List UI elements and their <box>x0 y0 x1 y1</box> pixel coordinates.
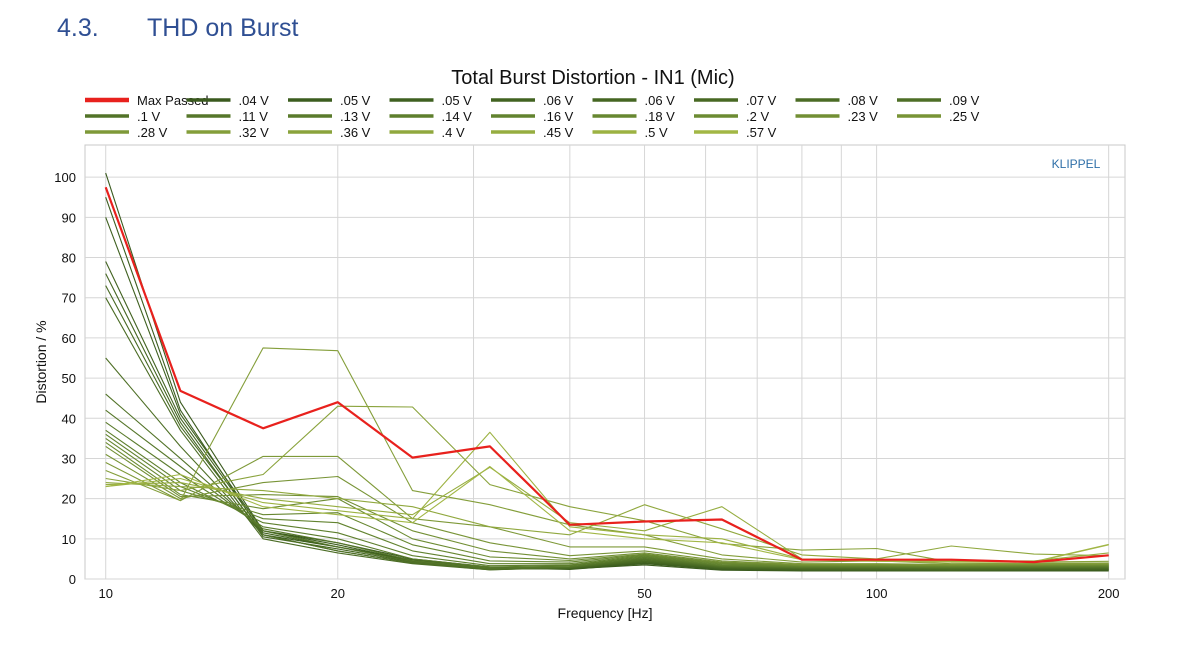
legend-label: .06 V <box>543 93 574 108</box>
legend-label: .14 V <box>442 109 473 124</box>
legend-label: .1 V <box>137 109 160 124</box>
chart-title: Total Burst Distortion - IN1 (Mic) <box>451 67 734 89</box>
grid-lines <box>85 145 1125 580</box>
legend-label: .18 V <box>645 109 676 124</box>
legend-label: .32 V <box>239 125 270 140</box>
legend-label: .16 V <box>543 109 574 124</box>
legend-label: .2 V <box>746 109 769 124</box>
y-tick-label: 90 <box>62 210 76 225</box>
x-tick-label: 50 <box>637 586 651 601</box>
section-title: THD on Burst <box>147 14 299 42</box>
legend-label: .05 V <box>340 93 371 108</box>
data-series <box>104 172 1109 572</box>
y-tick-label: 100 <box>54 170 76 185</box>
chart-legend: Max Passed .04 V .05 V .05 V .06 V .06 V .07 V… <box>85 93 980 140</box>
x-axis-label: Frequency [Hz] <box>558 605 653 621</box>
plot-area <box>84 144 1126 580</box>
y-tick-label: 20 <box>62 492 76 507</box>
series-line <box>105 197 1109 572</box>
series-line <box>105 453 1109 566</box>
y-tick-label: 30 <box>62 451 76 466</box>
y-axis-label: Distortion / % <box>33 320 49 403</box>
legend-label: .28 V <box>137 125 168 140</box>
legend-label: .45 V <box>543 125 574 140</box>
y-axis-ticks: 0 10 20 30 40 50 60 70 80 90 100 <box>54 170 76 587</box>
y-tick-label: 0 <box>69 572 76 587</box>
legend-label: .57 V <box>746 125 777 140</box>
series-line <box>105 297 1109 571</box>
y-tick-label: 40 <box>62 411 76 426</box>
legend-label: .09 V <box>949 93 980 108</box>
y-tick-label: 10 <box>62 532 76 547</box>
series-line <box>105 393 1109 570</box>
legend-label: .13 V <box>340 109 371 124</box>
legend-label: .36 V <box>340 125 371 140</box>
legend-label: .25 V <box>949 109 980 124</box>
x-tick-label: 20 <box>331 586 345 601</box>
series-line-max-passed <box>104 186 1109 564</box>
legend-label: .08 V <box>848 93 879 108</box>
legend-label: .11 V <box>239 109 269 124</box>
series-line <box>105 465 1109 563</box>
x-axis-ticks: 10 20 50 100 200 <box>98 586 1119 601</box>
y-tick-label: 70 <box>62 291 76 306</box>
series-line <box>105 409 1109 569</box>
series-line <box>105 455 1109 566</box>
x-tick-label: 200 <box>1098 586 1120 601</box>
legend-label: .07 V <box>746 93 777 108</box>
x-tick-label: 100 <box>866 586 888 601</box>
legend-label: .06 V <box>645 93 676 108</box>
series-line <box>105 347 1109 565</box>
series-line <box>105 482 1109 560</box>
x-tick-label: 10 <box>98 586 112 601</box>
legend-label: .05 V <box>442 93 473 108</box>
y-tick-label: 50 <box>62 371 76 386</box>
series-line <box>105 172 1109 572</box>
series-line <box>105 217 1109 572</box>
klippel-watermark: KLIPPEL <box>1052 157 1101 171</box>
y-tick-label: 60 <box>62 331 76 346</box>
y-tick-label: 80 <box>62 251 76 266</box>
section-heading: 4.3. THD on Burst <box>57 14 298 43</box>
legend-label: .23 V <box>848 109 879 124</box>
legend-label: .04 V <box>239 93 270 108</box>
legend-label: .5 V <box>645 125 668 140</box>
series-line <box>105 357 1109 571</box>
section-number: 4.3. <box>57 14 99 42</box>
series-line <box>105 445 1109 566</box>
legend-label: .4 V <box>442 125 465 140</box>
legend-label: Max Passed <box>137 93 209 108</box>
